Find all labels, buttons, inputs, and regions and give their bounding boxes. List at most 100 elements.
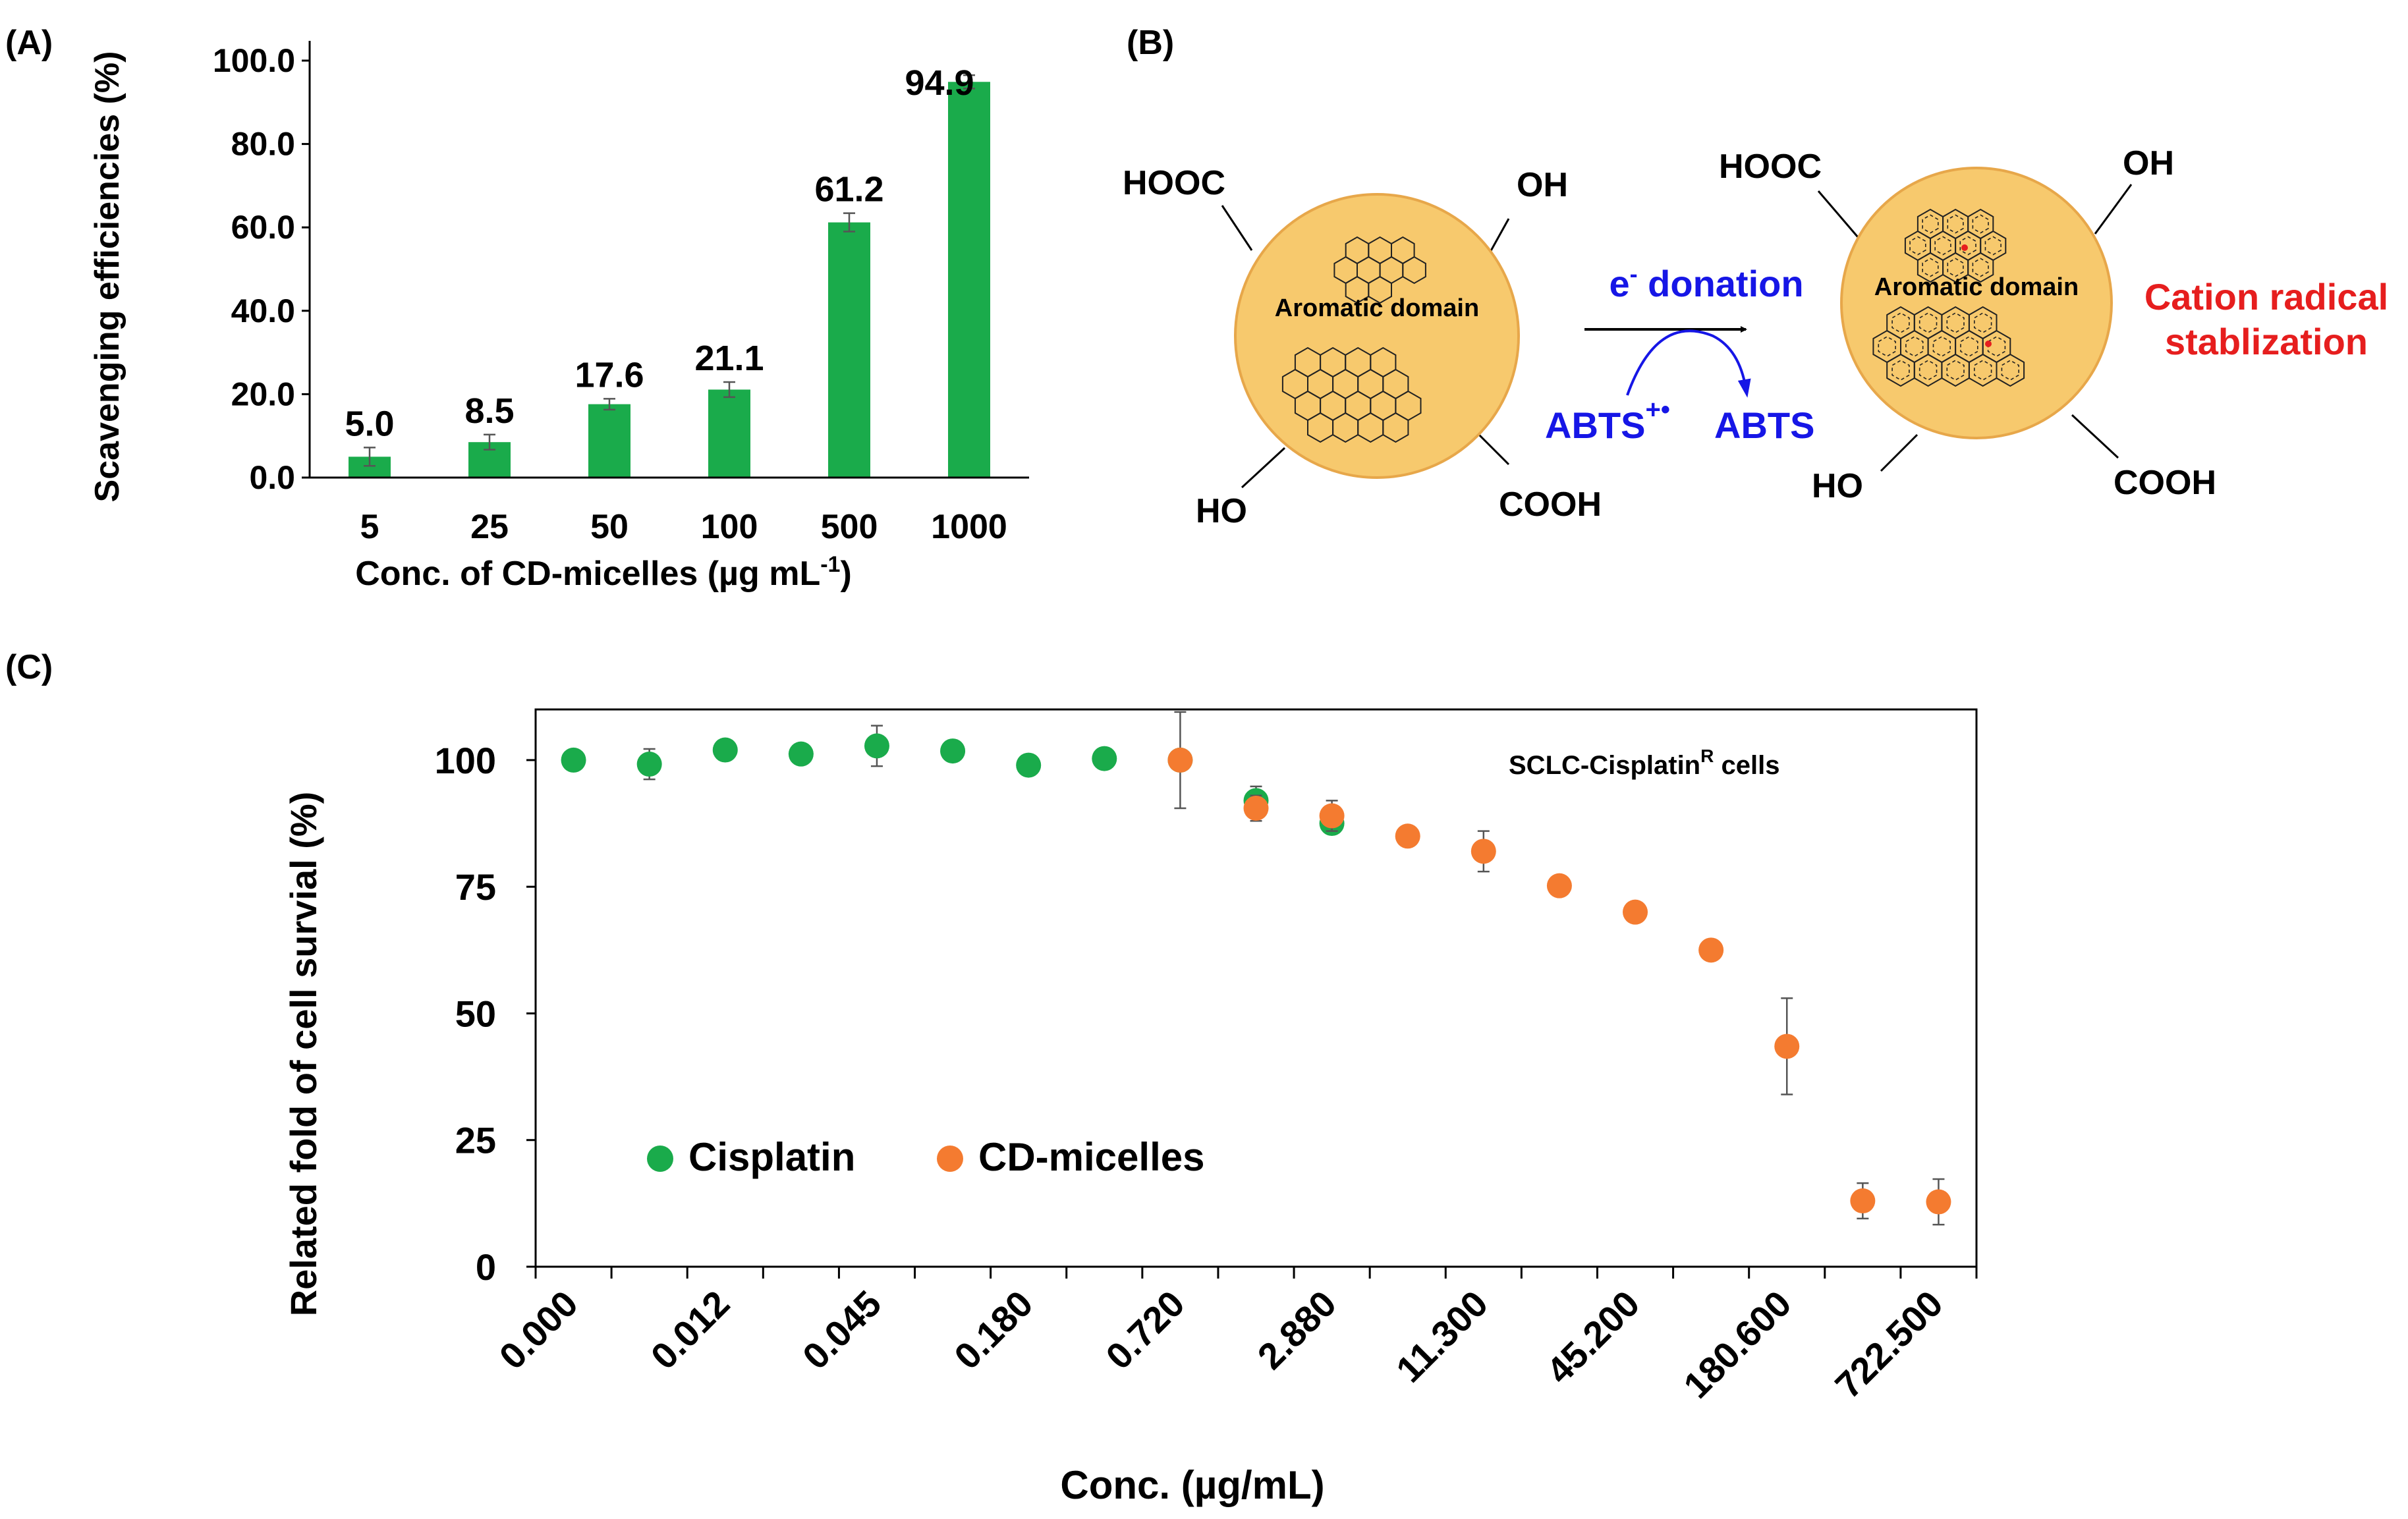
- ring-outline: [1402, 256, 1426, 285]
- data-point-orange: [1167, 747, 1193, 773]
- bar: [708, 389, 750, 478]
- panel-c-x-ticks: 0.000 0.012 0.045 0.180 0.720 2.880 11.300 45.2…: [491, 1267, 1978, 1406]
- legend-marker-cd-micelles: [937, 1146, 963, 1172]
- data-point-orange: [1850, 1188, 1876, 1214]
- cation-radical-label-1: Cation radical: [2144, 276, 2388, 318]
- data-point-green: [864, 733, 889, 759]
- data-point-orange: [1698, 937, 1724, 963]
- data-point-orange: [1243, 795, 1269, 821]
- domain-label-right: Aromatic domain: [1874, 273, 2079, 301]
- ring-delocalized: [1959, 236, 1976, 256]
- ring-delocalized: [1972, 214, 1989, 234]
- data-point-orange: [1926, 1189, 1951, 1215]
- data-point-orange: [1395, 823, 1420, 849]
- data-point-green: [788, 741, 814, 767]
- data-point-orange: [1623, 899, 1648, 925]
- panel-c-annotation: SCLC-CisplatinR cells: [1509, 746, 1779, 780]
- radical-dot: [1961, 244, 1968, 251]
- y-tick-label: 25: [455, 1120, 496, 1161]
- bar: [828, 222, 870, 478]
- y-tick-label: 50: [455, 993, 496, 1034]
- x-tick-label: 1000: [931, 508, 1007, 546]
- carbon-dot-left: Aromatic domain HOOC OH HO COOH: [1123, 164, 1602, 530]
- bar-value-label: 17.6: [574, 355, 644, 395]
- data-point-orange: [1470, 839, 1496, 864]
- panel-c-xlabel: Conc. (µg/mL): [1060, 1463, 1324, 1507]
- abts-label: ABTS: [1714, 404, 1814, 446]
- x-tick-label: 0.720: [1098, 1283, 1192, 1377]
- y-tick-label: 20.0: [231, 375, 295, 412]
- x-tick-label: 0.045: [795, 1283, 889, 1377]
- ring-delocalized: [1891, 312, 1910, 333]
- aromatic-rings-right: [1872, 208, 2025, 387]
- data-point-green: [636, 752, 662, 777]
- ring-delocalized: [1932, 336, 1951, 357]
- x-tick-label: 5: [360, 508, 379, 546]
- panel-c-points: [561, 711, 1951, 1226]
- group-ho-left: HO: [1196, 492, 1247, 530]
- data-point-green: [561, 747, 586, 773]
- x-tick-label: 180.600: [1675, 1283, 1799, 1406]
- ring-delocalized: [1934, 236, 1951, 256]
- panel-c-legend: Cisplatin CD-micelles: [647, 1135, 1204, 1179]
- x-tick-label: 0.180: [946, 1283, 1041, 1377]
- ring-delocalized: [2001, 360, 2019, 381]
- data-point-orange: [1546, 873, 1572, 898]
- ring-delocalized: [1946, 312, 1965, 333]
- panel-c-scatter-chart: (C) Related fold of cell survial (%) 0 25…: [5, 648, 1978, 1507]
- ring-delocalized: [1972, 258, 1989, 277]
- data-point-orange: [1319, 803, 1345, 829]
- y-tick-label: 75: [455, 866, 496, 908]
- group-cooh-right: COOH: [2114, 464, 2216, 502]
- ring-delocalized: [1947, 214, 1964, 234]
- ring-delocalized: [1987, 336, 2006, 357]
- x-tick-label: 0.000: [491, 1283, 586, 1377]
- ring-delocalized: [1922, 214, 1939, 234]
- ring-delocalized: [1974, 360, 1992, 381]
- group-hooc-right: HOOC: [1719, 148, 1822, 186]
- panel-c-y-ticks: 0 25 50 75 100: [435, 740, 536, 1288]
- group-oh-right: OH: [2123, 144, 2174, 182]
- y-tick-label: 0.0: [249, 459, 295, 496]
- x-tick-label: 500: [821, 508, 878, 546]
- abts-radical-label: ABTS+•: [1545, 395, 1670, 446]
- bar-value-label: 21.1: [694, 339, 764, 378]
- x-tick-label: 2.880: [1249, 1283, 1344, 1377]
- ring-delocalized: [1918, 312, 1938, 333]
- ring-delocalized: [1922, 258, 1939, 277]
- ring-delocalized: [1905, 336, 1924, 357]
- panel-a-bar-chart: (A) Scavenging efficiencies (%) 0.0 20.0 4…: [5, 24, 1029, 593]
- ring-delocalized: [1974, 312, 1992, 333]
- group-cooh-left: COOH: [1499, 485, 1602, 524]
- bar: [948, 82, 990, 478]
- panel-c-ylabel: Related fold of cell survial (%): [283, 792, 324, 1317]
- carbon-dot-right: Aromatic domain HOOC OH HO COOH: [1719, 144, 2216, 505]
- y-tick-label: 80.0: [231, 126, 295, 163]
- y-tick-label: 60.0: [231, 209, 295, 246]
- ring-delocalized: [1878, 336, 1896, 357]
- bar-value-label: 61.2: [814, 170, 883, 209]
- x-tick-label: 100: [701, 508, 758, 546]
- ring-delocalized: [1984, 236, 2002, 256]
- panel-a-ylabel: Scavenging efficiencies (%): [88, 51, 126, 503]
- domain-label-left: Aromatic domain: [1275, 294, 1479, 322]
- electron-donation-label: e- donation: [1609, 260, 1803, 304]
- cation-radical-label-2: stablization: [2165, 321, 2368, 362]
- panel-a-y-ticks: 0.0 20.0 40.0 60.0 80.0 100.0: [213, 42, 310, 496]
- y-tick-label: 0: [476, 1246, 496, 1288]
- y-tick-label: 40.0: [231, 292, 295, 329]
- data-point-green: [712, 737, 738, 763]
- panel-a-xlabel: Conc. of CD-micelles (µg mL-1): [355, 552, 852, 593]
- group-ho-right: HO: [1812, 467, 1863, 505]
- panel-label-c: (C): [5, 648, 53, 686]
- data-point-green: [1092, 746, 1117, 771]
- ring-delocalized: [1960, 336, 1978, 357]
- panel-label-b: (B): [1127, 24, 1174, 62]
- radical-dot: [1985, 341, 1992, 347]
- bar-value-label: 8.5: [464, 391, 514, 431]
- bar-value-label: 5.0: [345, 404, 394, 443]
- ring-delocalized: [1946, 360, 1965, 381]
- x-tick-label: 0.012: [643, 1283, 738, 1377]
- bar: [588, 404, 630, 478]
- data-point-green: [1016, 752, 1042, 778]
